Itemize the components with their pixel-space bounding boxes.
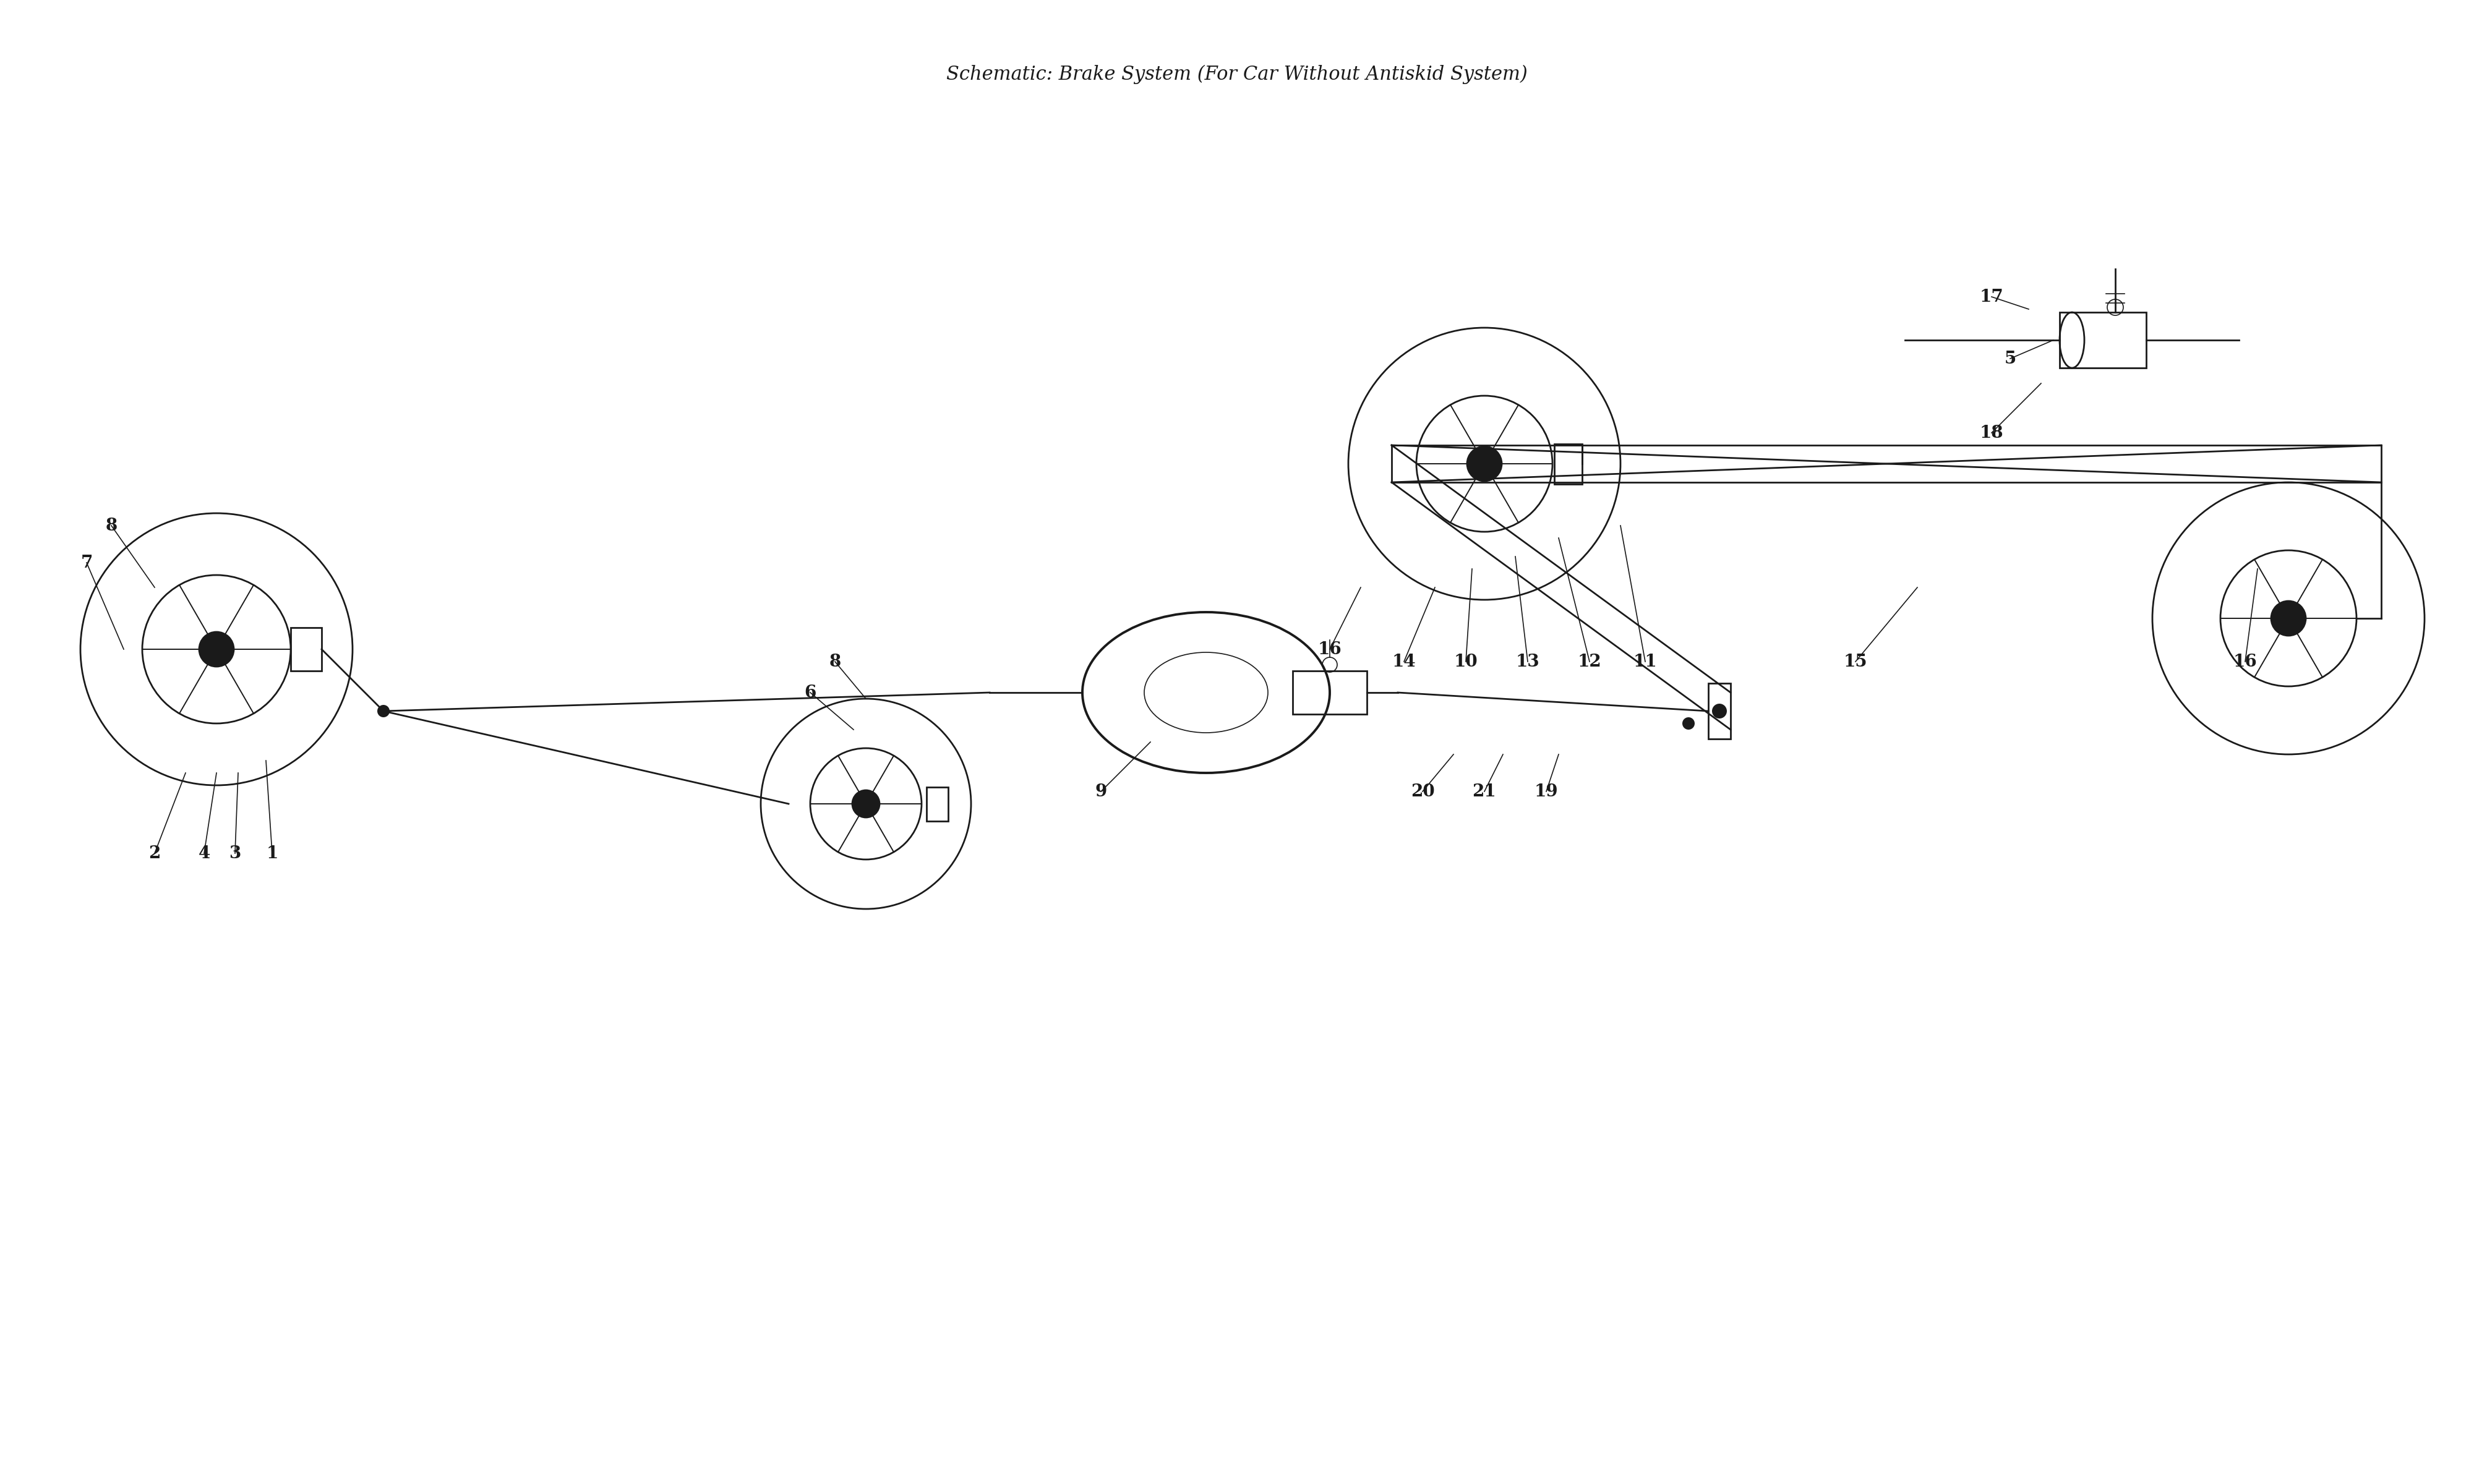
Circle shape bbox=[851, 789, 881, 818]
Bar bbox=[1707, 683, 1732, 739]
Circle shape bbox=[2271, 601, 2306, 635]
Text: 1: 1 bbox=[267, 844, 277, 862]
Bar bbox=[1554, 444, 1581, 484]
Bar bbox=[925, 787, 948, 821]
Circle shape bbox=[376, 705, 391, 717]
Text: 7: 7 bbox=[82, 555, 92, 571]
Text: 18: 18 bbox=[1979, 424, 2004, 441]
Text: Schematic: Brake System (For Car Without Antiskid System): Schematic: Brake System (For Car Without… bbox=[948, 64, 1526, 85]
Text: 4: 4 bbox=[198, 844, 210, 862]
Bar bbox=[2058, 312, 2145, 368]
Text: 15: 15 bbox=[1843, 653, 1868, 669]
Text: 13: 13 bbox=[1517, 653, 1539, 669]
Bar bbox=[1291, 671, 1366, 714]
Text: 9: 9 bbox=[1096, 784, 1106, 800]
Text: 12: 12 bbox=[1578, 653, 1601, 669]
Text: 21: 21 bbox=[1472, 784, 1497, 800]
Text: 11: 11 bbox=[1633, 653, 1658, 669]
Bar bbox=[292, 628, 322, 671]
Text: 3: 3 bbox=[230, 844, 240, 862]
Text: 8: 8 bbox=[106, 518, 116, 534]
Circle shape bbox=[1467, 447, 1502, 481]
Text: 8: 8 bbox=[829, 653, 841, 669]
Text: 10: 10 bbox=[1455, 653, 1477, 669]
Circle shape bbox=[198, 632, 233, 666]
Text: 16: 16 bbox=[2234, 653, 2256, 669]
Text: 2: 2 bbox=[148, 844, 161, 862]
Text: 19: 19 bbox=[1534, 784, 1559, 800]
Text: 6: 6 bbox=[804, 684, 816, 700]
Text: 16: 16 bbox=[1319, 641, 1341, 657]
Text: 14: 14 bbox=[1393, 653, 1415, 669]
Text: 17: 17 bbox=[1979, 288, 2004, 306]
Circle shape bbox=[1682, 717, 1695, 730]
Text: 20: 20 bbox=[1410, 784, 1435, 800]
Text: 5: 5 bbox=[2004, 350, 2016, 367]
Circle shape bbox=[1712, 703, 1727, 718]
